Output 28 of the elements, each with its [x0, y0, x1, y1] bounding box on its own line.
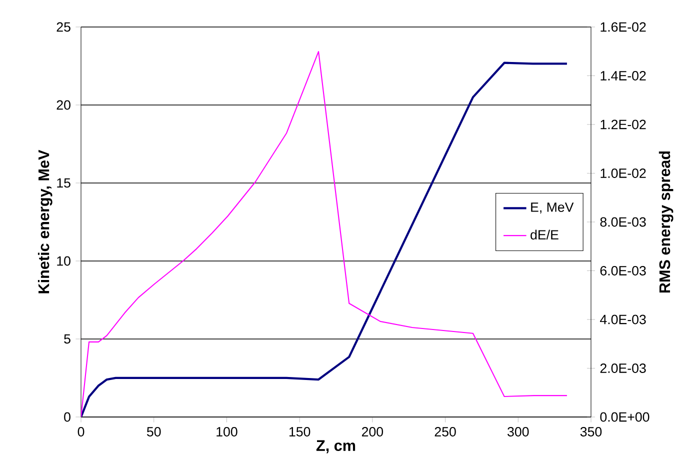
- x-tick-label: 0: [78, 427, 84, 436]
- x-tick-label: 100: [216, 427, 238, 436]
- x-axis-title: Z, cm: [316, 440, 356, 454]
- y-tick-label: 10: [57, 256, 70, 266]
- x-tick-label: 350: [580, 427, 602, 436]
- y-tick-label: 15: [57, 178, 70, 188]
- legend-label: dE/E: [530, 230, 558, 240]
- y2-axis-title: RMS energy spread: [658, 151, 674, 293]
- legend-label: E, MeV: [531, 202, 574, 214]
- y2-tick-label: 1.2E-02: [600, 120, 646, 130]
- x-tick-label: 200: [362, 427, 384, 436]
- y2-tick-label: 1.0E-02: [600, 168, 646, 178]
- y2-tick-label: 1.6E-02: [600, 22, 646, 32]
- y2-tick-label: 2.0E-03: [600, 364, 646, 373]
- x-tick-label: 300: [508, 427, 529, 436]
- y-tick-label: 5: [64, 334, 70, 344]
- y-tick-label: 20: [56, 100, 70, 110]
- y2-tick-label: 0.0E+00: [600, 412, 650, 422]
- x-tick-label: 250: [434, 427, 456, 436]
- x-tick-label: 150: [289, 427, 310, 436]
- y2-tick-label: 6.0E-03: [600, 266, 646, 276]
- y2-tick-label: 8.0E-03: [600, 217, 646, 227]
- y-tick-label: 0: [64, 412, 70, 422]
- y2-tick-label: 4.0E-03: [600, 314, 646, 324]
- y-axis-title: Kinetic energy, MeV: [38, 150, 52, 294]
- y-tick-label: 25: [56, 22, 70, 32]
- x-tick-label: 50: [146, 427, 161, 436]
- y2-tick-label: 1.4E-02: [600, 71, 646, 80]
